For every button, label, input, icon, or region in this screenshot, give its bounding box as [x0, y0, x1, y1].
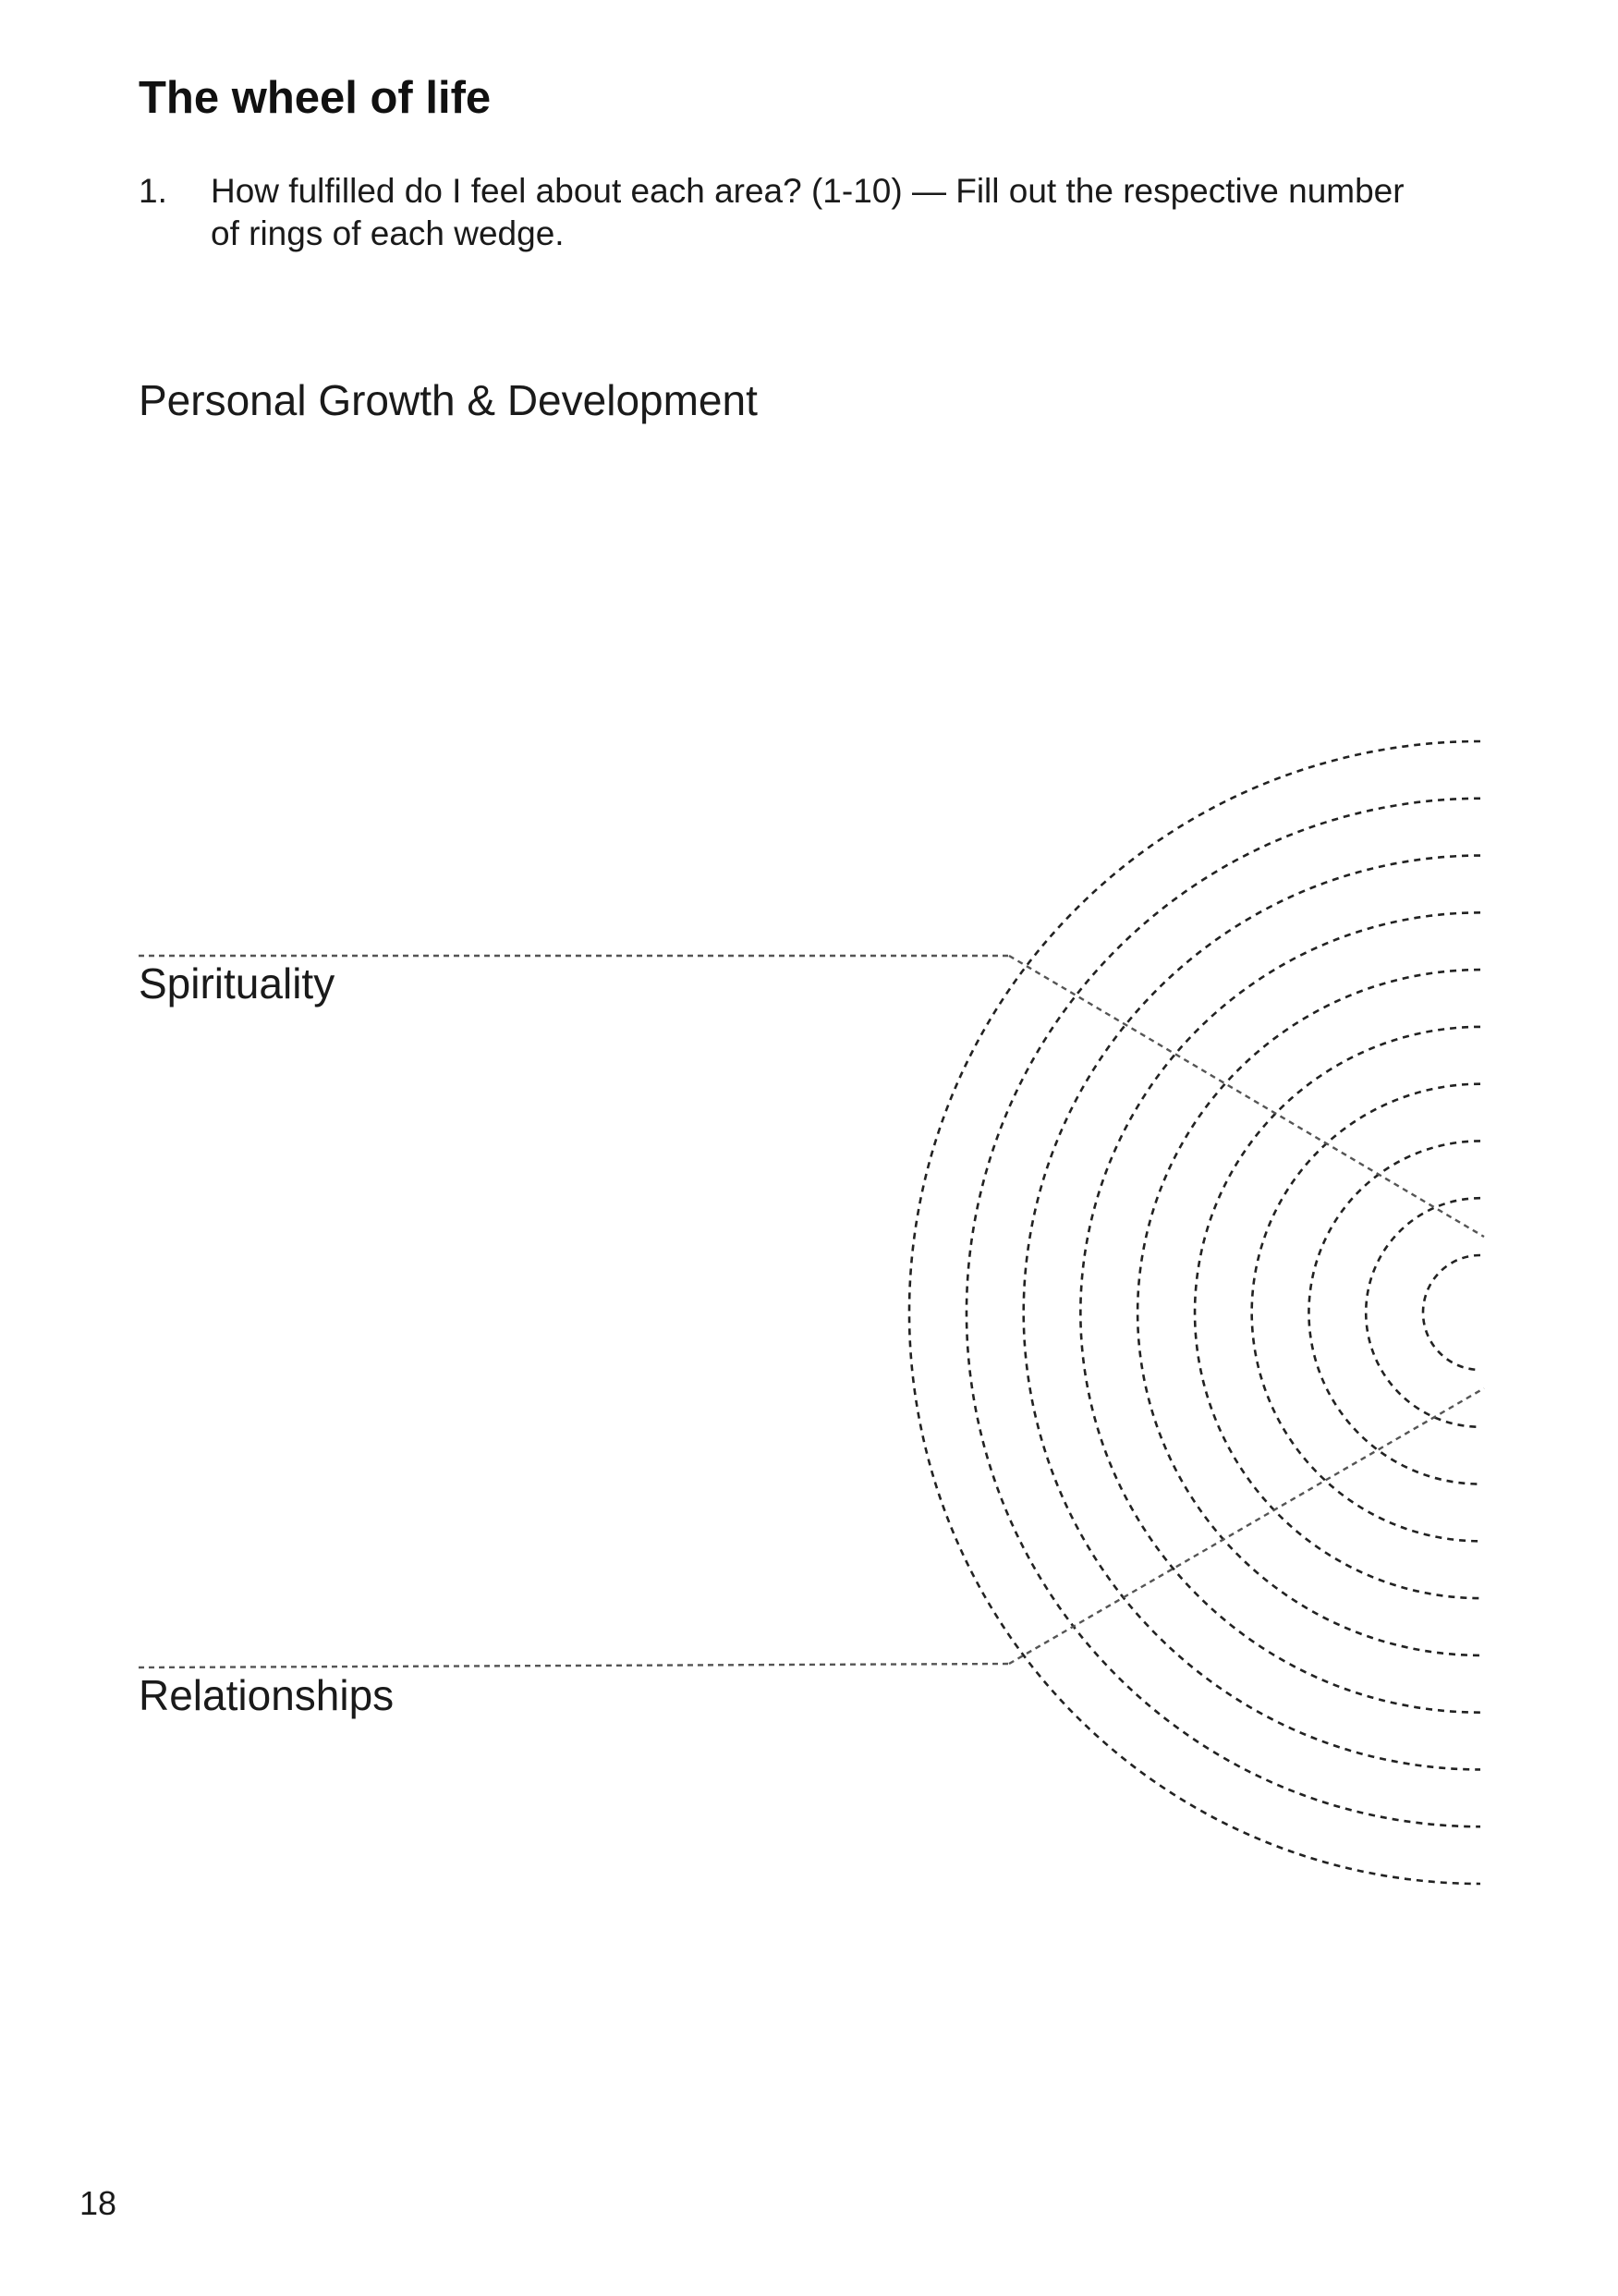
wheel-rings	[907, 739, 1481, 1886]
instruction-item: 1. How fulfilled do I feel about each ar…	[139, 170, 1478, 255]
area-label-relationships: Relationships	[139, 1671, 395, 1719]
area-label-personal-growth: Personal Growth & Development	[139, 376, 758, 424]
ring-1	[1421, 1253, 1481, 1372]
ring-10	[907, 739, 1481, 1886]
ring-4	[1252, 1084, 1480, 1542]
divider-spirituality-relationships-radial	[1008, 1386, 1485, 1666]
area-label-spirituality: Spirituality	[139, 959, 335, 1008]
ring-7	[1079, 911, 1481, 1714]
ring-5	[1194, 1025, 1481, 1600]
ring-8	[1024, 856, 1480, 1770]
instruction-text: How fulfilled do I feel about each area?…	[211, 172, 1405, 252]
page-title: The wheel of life	[139, 73, 492, 123]
wedge-dividers	[138, 954, 1485, 1669]
instruction-number: 1.	[139, 172, 167, 210]
divider-growth-spirituality-radial	[1008, 954, 1485, 1239]
ring-9	[966, 797, 1481, 1828]
page-number: 18	[79, 2184, 117, 2222]
ring-6	[1136, 968, 1481, 1657]
ring-2	[1364, 1196, 1481, 1429]
ring-3	[1308, 1140, 1481, 1485]
divider-spirituality-relationships-leader	[138, 1662, 1010, 1669]
